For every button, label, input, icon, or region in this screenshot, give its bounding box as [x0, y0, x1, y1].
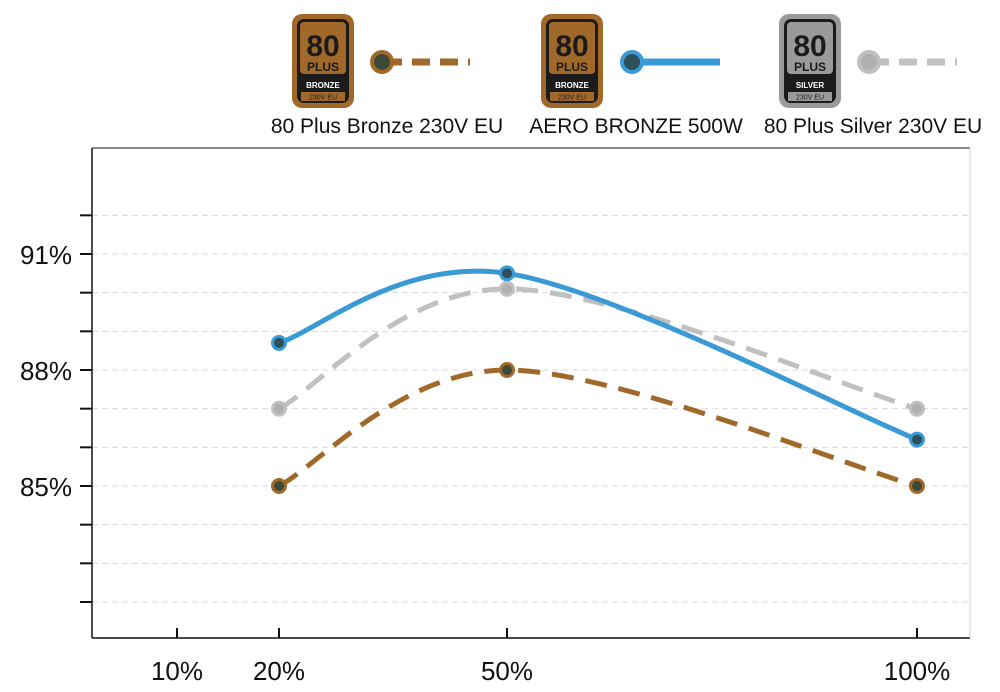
badge-plus-text: PLUS: [307, 60, 339, 74]
badge-top-panel: [787, 22, 833, 74]
data-point: [909, 431, 925, 448]
data-point: [499, 280, 515, 297]
badge-tier-text: BRONZE: [555, 81, 589, 90]
axes: [80, 147, 971, 639]
legend-marker: [620, 50, 644, 74]
badge-80-text: 80: [793, 30, 826, 63]
badge-80-text: 80: [555, 30, 588, 63]
badge-volt-text: 230V EU: [309, 95, 337, 102]
series-80-plus-bronze-230v-eu: [271, 362, 925, 494]
badge-80-text: 80: [306, 30, 339, 63]
series-line: [277, 286, 918, 412]
badge-top-panel: [549, 22, 595, 74]
badge-volt-strip: [301, 92, 345, 101]
y-tick-label: 91%: [20, 240, 72, 270]
legend-marker: [370, 50, 394, 74]
badge-volt-text: 230V EU: [558, 95, 586, 102]
badge-plus-text: PLUS: [556, 60, 588, 74]
badge-plus-text: PLUS: [794, 60, 826, 74]
gridlines: [92, 214, 970, 603]
data-point: [271, 400, 287, 417]
legend-label: 80 Plus Silver 230V EU: [764, 115, 982, 138]
data-point: [271, 334, 287, 351]
y-tick-label: 88%: [20, 356, 72, 386]
data-point: [499, 265, 515, 282]
series-line: [278, 268, 918, 442]
series-layer: [271, 265, 925, 494]
badge-tier-text: BRONZE: [306, 81, 340, 90]
y-tick-label: 85%: [20, 472, 72, 502]
data-point: [499, 362, 515, 378]
x-tick-label: 10%: [151, 656, 203, 686]
badge-tier-text: SILVER: [796, 81, 825, 90]
x-tick-label: 100%: [884, 656, 951, 686]
tick-labels: 10% 20% 50% 100% 85% 88% 91%: [20, 240, 950, 686]
badge-volt-strip: [550, 92, 594, 101]
legend-label: 80 Plus Bronze 230V EU: [271, 115, 503, 138]
x-tick-label: 20%: [253, 656, 305, 686]
series-aero-bronze-500w: [271, 265, 925, 448]
badge-volt-text: 230V EU: [796, 95, 824, 102]
data-point: [909, 478, 925, 494]
series-line: [277, 367, 918, 489]
series-80-plus-silver-230v-eu: [271, 280, 925, 417]
x-tick-label: 50%: [481, 656, 533, 686]
badge-top-panel: [300, 22, 346, 74]
badge-volt-strip: [788, 92, 832, 101]
data-point: [909, 400, 925, 417]
legend-marker: [857, 50, 881, 74]
data-point: [271, 478, 287, 494]
legend-label: AERO BRONZE 500W: [529, 115, 743, 138]
